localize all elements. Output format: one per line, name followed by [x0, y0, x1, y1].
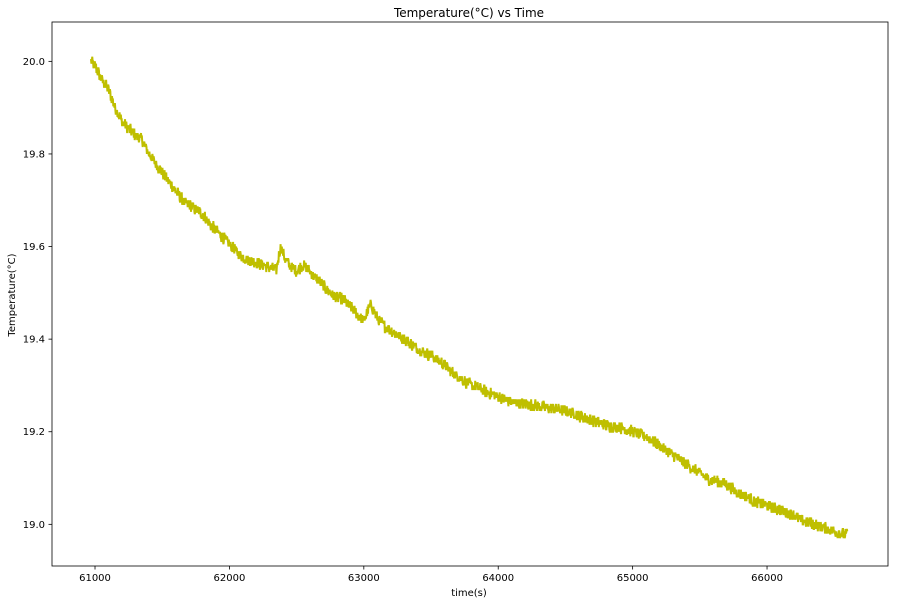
- x-tick-label: 63000: [348, 573, 380, 584]
- y-tick-label: 19.4: [23, 335, 45, 346]
- series-line-temperature: [89, 56, 849, 539]
- y-tick-label: 19.6: [23, 242, 45, 253]
- axes-frame: [51, 21, 889, 567]
- x-tick-label: 65000: [617, 573, 649, 584]
- chart-title: Temperature(°C) vs Time: [393, 6, 544, 20]
- y-tick-label: 19.0: [23, 520, 45, 531]
- y-tick-label: 19.8: [23, 149, 45, 160]
- x-tick-label: 62000: [214, 573, 246, 584]
- y-tick-label: 20.0: [23, 57, 45, 68]
- y-tick-label: 19.2: [23, 427, 45, 438]
- x-axis-label: time(s): [451, 588, 487, 599]
- x-tick-label: 64000: [482, 573, 514, 584]
- y-axis: 19.0 19.2 19.4 19.6 19.8 20.0: [23, 57, 52, 531]
- x-axis: 61000 62000 63000 64000 65000 66000: [79, 566, 783, 584]
- plot-area: [89, 56, 849, 539]
- x-tick-label: 66000: [751, 573, 783, 584]
- x-tick-label: 61000: [79, 573, 111, 584]
- y-axis-label: Temperature(°C): [7, 253, 18, 337]
